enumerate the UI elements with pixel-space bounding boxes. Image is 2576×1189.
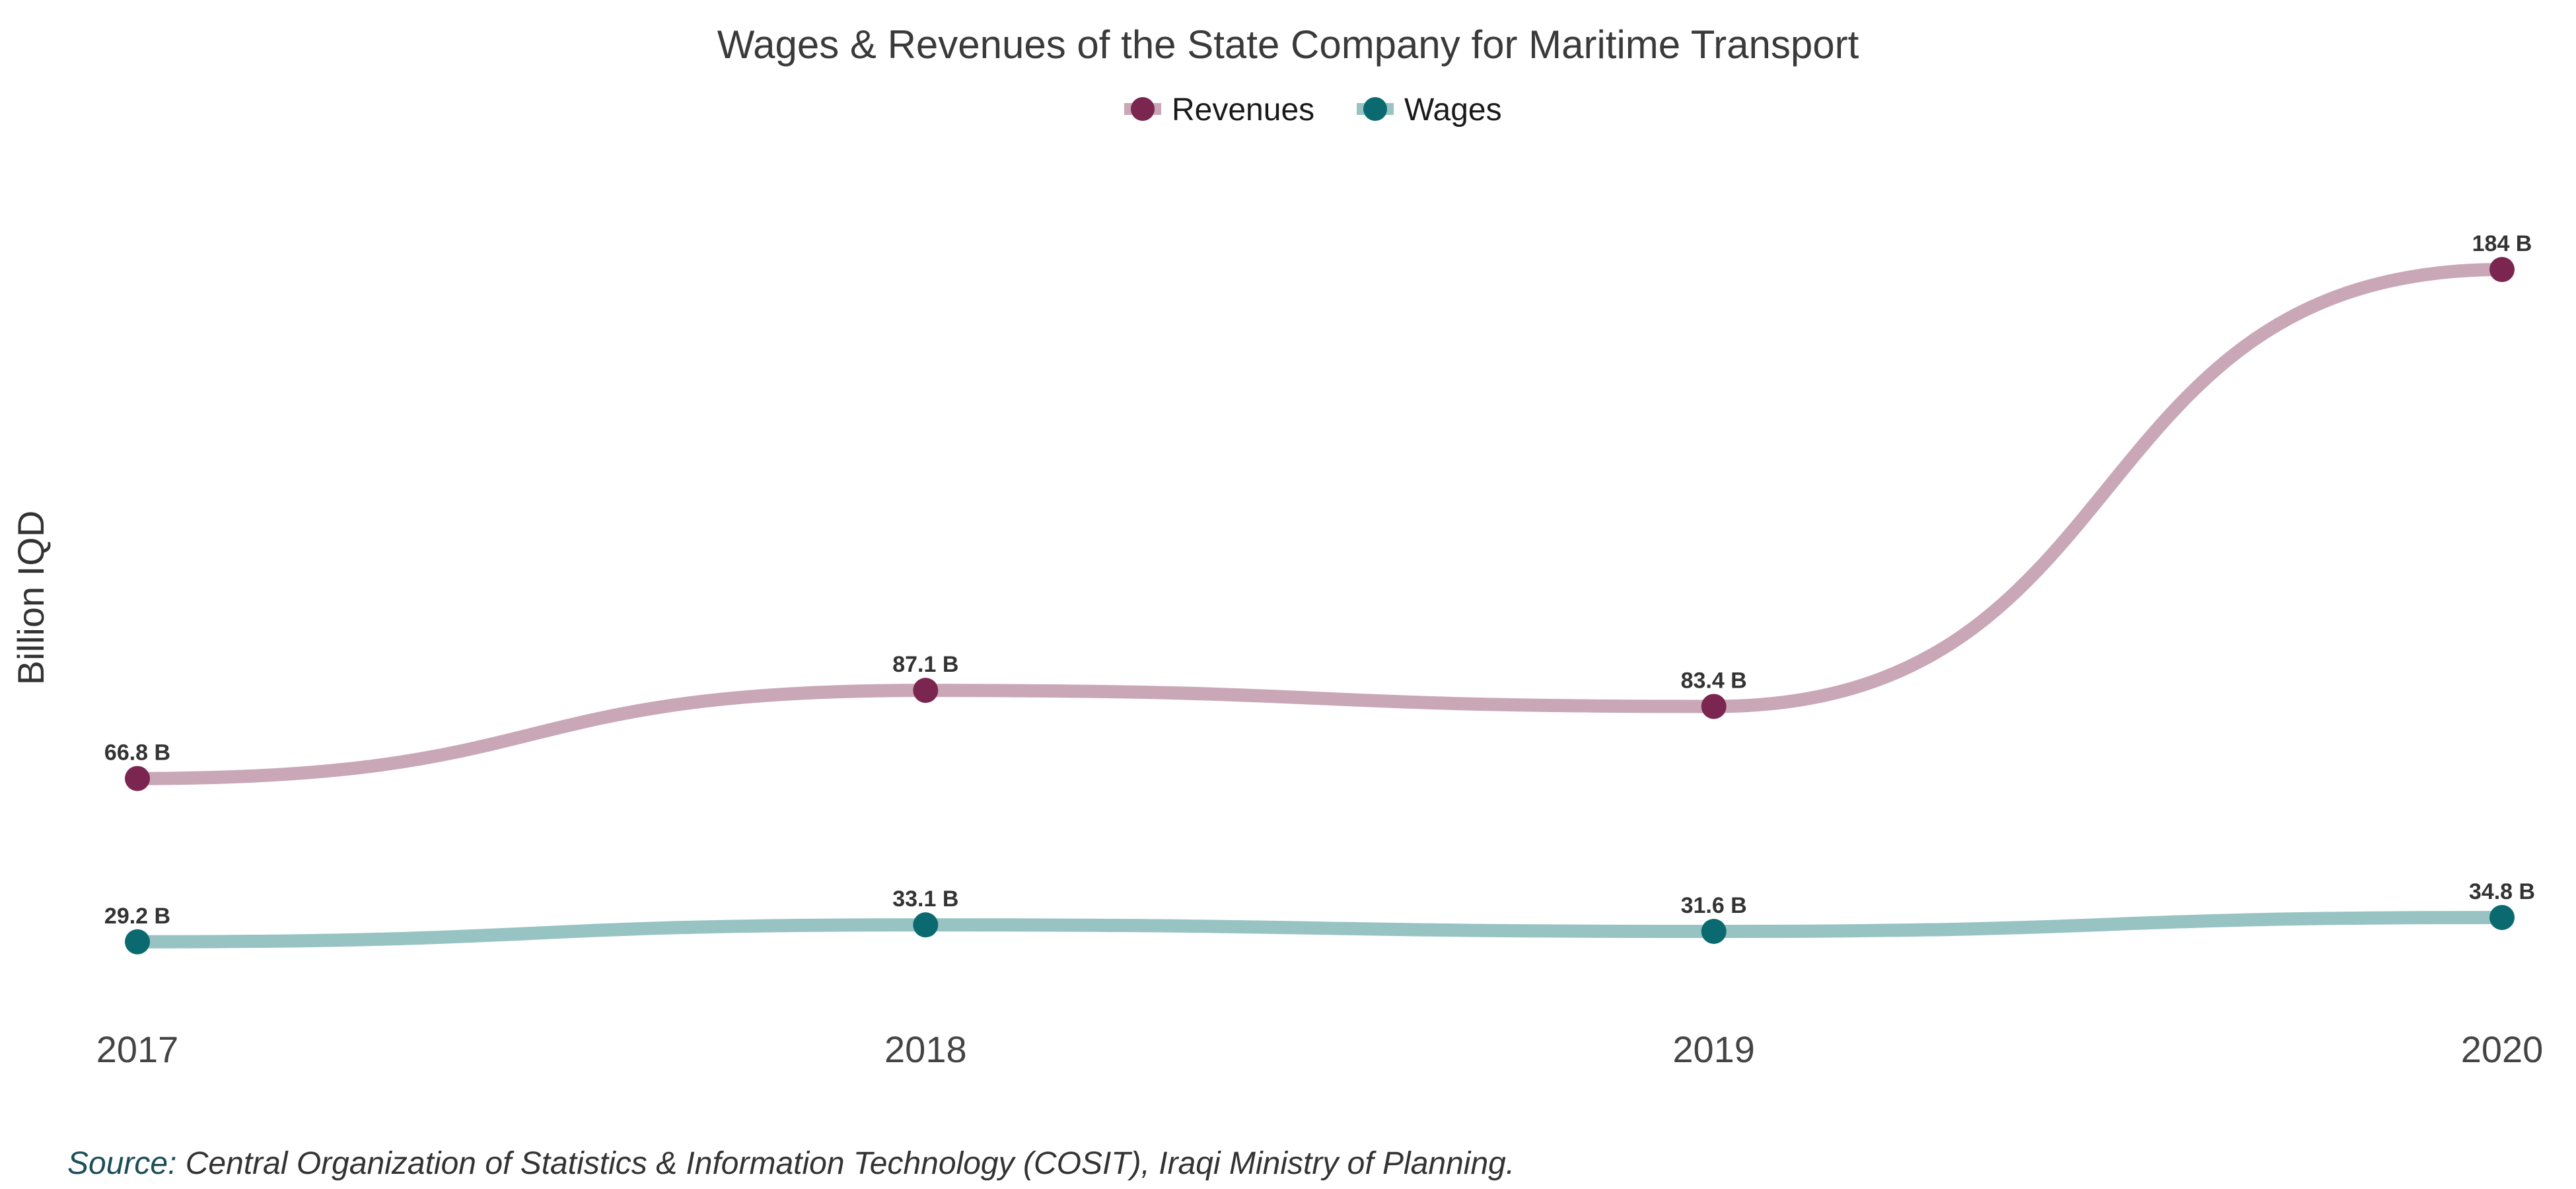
y-axis-label: Billion IQD [10, 511, 52, 686]
data-label-wages: 31.6 B [1681, 893, 1747, 918]
x-tick-label: 2019 [1672, 1028, 1755, 1070]
data-label-wages: 34.8 B [2469, 879, 2535, 904]
data-label-wages: 29.2 B [104, 904, 170, 929]
source-prefix: Source: [67, 1146, 176, 1181]
chart-title: Wages & Revenues of the State Company fo… [717, 22, 1859, 67]
source-text: Central Organization of Statistics & Inf… [176, 1146, 1515, 1181]
series-lines [131, 263, 2509, 949]
data-point-revenues [2489, 257, 2515, 283]
data-label-revenues: 87.1 B [892, 652, 958, 677]
series-line-wages [131, 910, 2509, 949]
x-tick-label: 2020 [2461, 1028, 2544, 1070]
series-line-revenues [131, 263, 2509, 785]
data-label-wages: 33.1 B [892, 886, 958, 912]
data-point-wages [2489, 904, 2515, 930]
data-label-revenues: 184 B [2472, 231, 2532, 256]
series-points [125, 257, 2515, 955]
data-point-wages [913, 912, 939, 938]
data-point-revenues [1701, 694, 1727, 719]
source-caption: Source: Central Organization of Statisti… [67, 1146, 1515, 1181]
data-point-wages [1701, 918, 1727, 944]
legend: Revenues Wages [1124, 92, 1502, 127]
legend-label-wages: Wages [1404, 92, 1502, 127]
data-labels: 66.8 B 87.1 B 83.4 B 184 B 29.2 B 33.1 B 31.6 … [104, 231, 2535, 929]
data-point-wages [125, 929, 150, 955]
x-axis-ticks: 2017 2018 2019 2020 [96, 1028, 2544, 1070]
data-label-revenues: 66.8 B [104, 740, 170, 766]
x-tick-label: 2018 [884, 1028, 967, 1070]
data-point-revenues [125, 766, 150, 791]
x-tick-label: 2017 [96, 1028, 179, 1070]
data-label-revenues: 83.4 B [1681, 668, 1747, 693]
legend-key-point-wages [1363, 97, 1387, 121]
legend-key-point-revenues [1131, 97, 1155, 121]
data-point-revenues [913, 678, 939, 703]
legend-label-revenues: Revenues [1172, 92, 1314, 127]
